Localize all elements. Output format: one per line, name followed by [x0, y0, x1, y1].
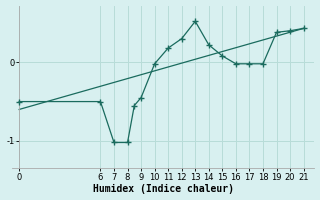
X-axis label: Humidex (Indice chaleur): Humidex (Indice chaleur): [93, 184, 234, 194]
